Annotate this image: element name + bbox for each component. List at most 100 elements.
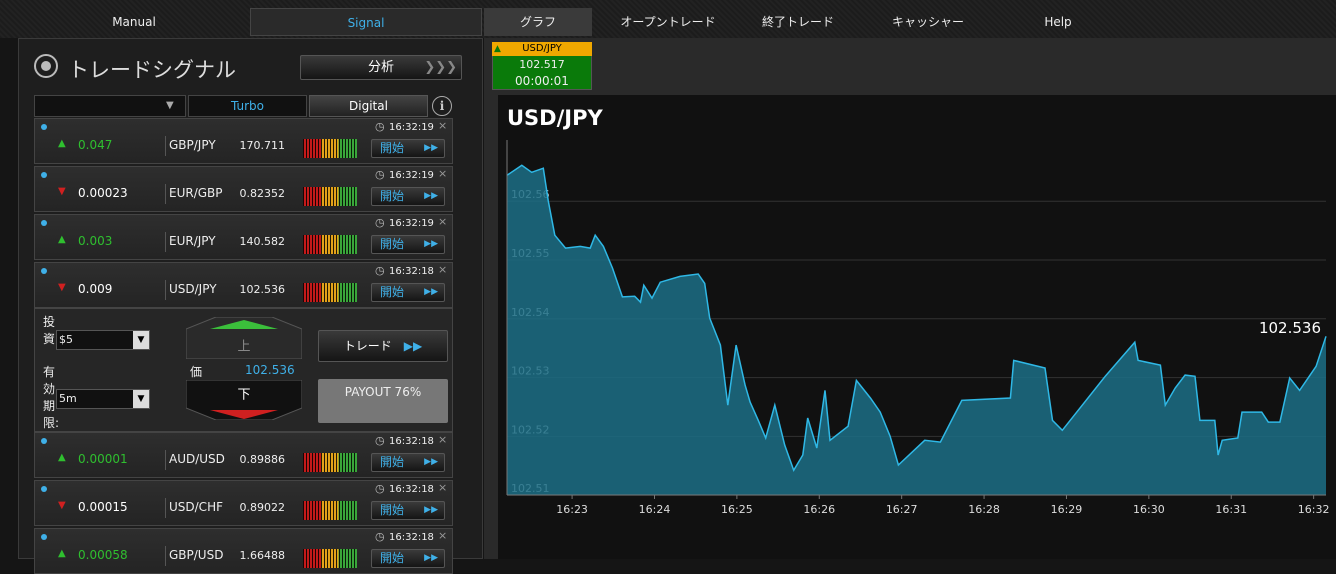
change: 0.00023 — [78, 186, 128, 200]
time: 16:32:18 — [389, 266, 434, 277]
trade-label: トレード — [343, 339, 392, 353]
x-tick-label: 16:23 — [556, 503, 588, 516]
x-tick-label: 16:28 — [968, 503, 1000, 516]
divider — [165, 232, 166, 252]
close-icon[interactable]: × — [438, 167, 448, 180]
select-arrow: ▼ — [166, 100, 174, 111]
strength-indicator — [303, 283, 357, 302]
digital-tab[interactable]: Digital — [309, 95, 428, 117]
change: 0.00015 — [78, 500, 128, 514]
start-chevrons: ▶▶ — [424, 553, 438, 563]
status-dot — [41, 220, 47, 226]
closed-trade-tab[interactable]: 終了トレード — [761, 15, 834, 29]
clock-icon: ◷ — [375, 434, 385, 447]
start-chevrons: ▶▶ — [424, 143, 438, 153]
down-button[interactable]: 下 — [186, 380, 302, 420]
icon-ring — [34, 54, 58, 78]
strength-indicator — [303, 139, 357, 158]
price-line — [506, 164, 1327, 473]
help-tab[interactable]: Help — [1044, 15, 1072, 29]
direction-arrow: ▼ — [58, 282, 66, 293]
status-dot — [41, 534, 47, 540]
cashier-tab[interactable]: キャッシャー — [891, 15, 964, 29]
analyze-button[interactable]: 分析 ❯❯❯ — [300, 55, 462, 80]
asset-pair-label: USD/JPY — [522, 43, 562, 54]
divider — [165, 546, 166, 566]
close-icon[interactable]: × — [438, 529, 448, 542]
divider — [165, 136, 166, 156]
clock-icon: ◷ — [375, 482, 385, 495]
up-button[interactable]: 上 — [186, 317, 302, 359]
price: 140.582 — [239, 235, 286, 248]
asset-arrow: ▲ — [494, 44, 501, 54]
time: 16:32:18 — [389, 532, 434, 543]
investment-arrow: ▼ — [133, 331, 149, 349]
x-tick-label: 16:30 — [1133, 503, 1165, 516]
pair: EUR/GBP — [169, 186, 223, 200]
close-icon[interactable]: × — [438, 119, 448, 132]
close-icon[interactable]: × — [438, 263, 448, 276]
start-button[interactable]: 開始 ▶▶ — [371, 453, 445, 472]
clock-icon: ◷ — [375, 120, 385, 133]
start-chevrons: ▶▶ — [424, 505, 438, 515]
panel-title: トレードシグナル — [68, 58, 236, 82]
x-tick-label: 16:29 — [1051, 503, 1083, 516]
price: 1.66488 — [239, 549, 286, 562]
divider — [165, 450, 166, 470]
icon-dot — [41, 61, 51, 71]
start-button[interactable]: 開始 ▶▶ — [371, 139, 445, 158]
pair: AUD/USD — [169, 452, 225, 466]
time: 16:32:18 — [389, 436, 434, 447]
x-tick-label: 16:26 — [803, 503, 835, 516]
start-label: 開始 — [380, 141, 405, 155]
info-icon[interactable]: i — [432, 96, 452, 116]
trade-button[interactable]: トレード ▶▶ — [318, 330, 448, 362]
clock-icon: ◷ — [375, 168, 385, 181]
start-button[interactable]: 開始 ▶▶ — [371, 501, 445, 520]
expiry-select[interactable]: 5m — [56, 389, 150, 409]
price: 170.711 — [239, 139, 286, 152]
close-icon[interactable]: × — [438, 433, 448, 446]
change: 0.003 — [78, 234, 113, 248]
up-arrow — [210, 320, 278, 329]
status-dot — [41, 172, 47, 178]
close-icon[interactable]: × — [438, 481, 448, 494]
investment-label: 投資: — [43, 315, 60, 346]
filter-select[interactable] — [34, 95, 186, 117]
status-dot — [41, 124, 47, 130]
start-button[interactable]: 開始 ▶▶ — [371, 283, 445, 302]
open-trade-tab[interactable]: オープントレード — [620, 15, 716, 29]
price: 102.536 — [239, 283, 286, 296]
graph-tab[interactable]: グラフ — [484, 8, 592, 36]
clock-icon: ◷ — [375, 216, 385, 229]
direction-arrow: ▲ — [58, 452, 66, 463]
signal-tab[interactable]: Signal — [250, 8, 482, 36]
price-label: 価 — [190, 365, 203, 379]
expiry-label: 有効期限: — [43, 365, 60, 430]
divider — [165, 184, 166, 204]
clock-icon: ◷ — [375, 264, 385, 277]
last-value-label: 102.536 — [1259, 319, 1321, 337]
manual-tab[interactable]: Manual — [112, 15, 156, 29]
start-chevrons: ▶▶ — [424, 239, 438, 249]
strength-indicator — [303, 187, 357, 206]
top-bar — [0, 0, 1336, 38]
change: 0.009 — [78, 282, 113, 296]
chart-title: USD/JPY — [507, 106, 603, 130]
strength-indicator — [303, 501, 357, 520]
x-tick-label: 16:25 — [721, 503, 753, 516]
start-button[interactable]: 開始 ▶▶ — [371, 187, 445, 206]
investment-select[interactable]: $5 — [56, 330, 150, 350]
chevrons: ❯❯❯ — [424, 60, 457, 75]
direction-arrow: ▲ — [58, 138, 66, 149]
change: 0.047 — [78, 138, 113, 152]
time: 16:32:19 — [389, 170, 434, 181]
start-chevrons: ▶▶ — [424, 457, 438, 467]
start-button[interactable]: 開始 ▶▶ — [371, 235, 445, 254]
asset-price: 102.517 — [519, 58, 565, 71]
x-tick-label: 16:32 — [1298, 503, 1330, 516]
direction-arrow: ▼ — [58, 500, 66, 511]
close-icon[interactable]: × — [438, 215, 448, 228]
turbo-tab[interactable]: Turbo — [188, 95, 307, 117]
